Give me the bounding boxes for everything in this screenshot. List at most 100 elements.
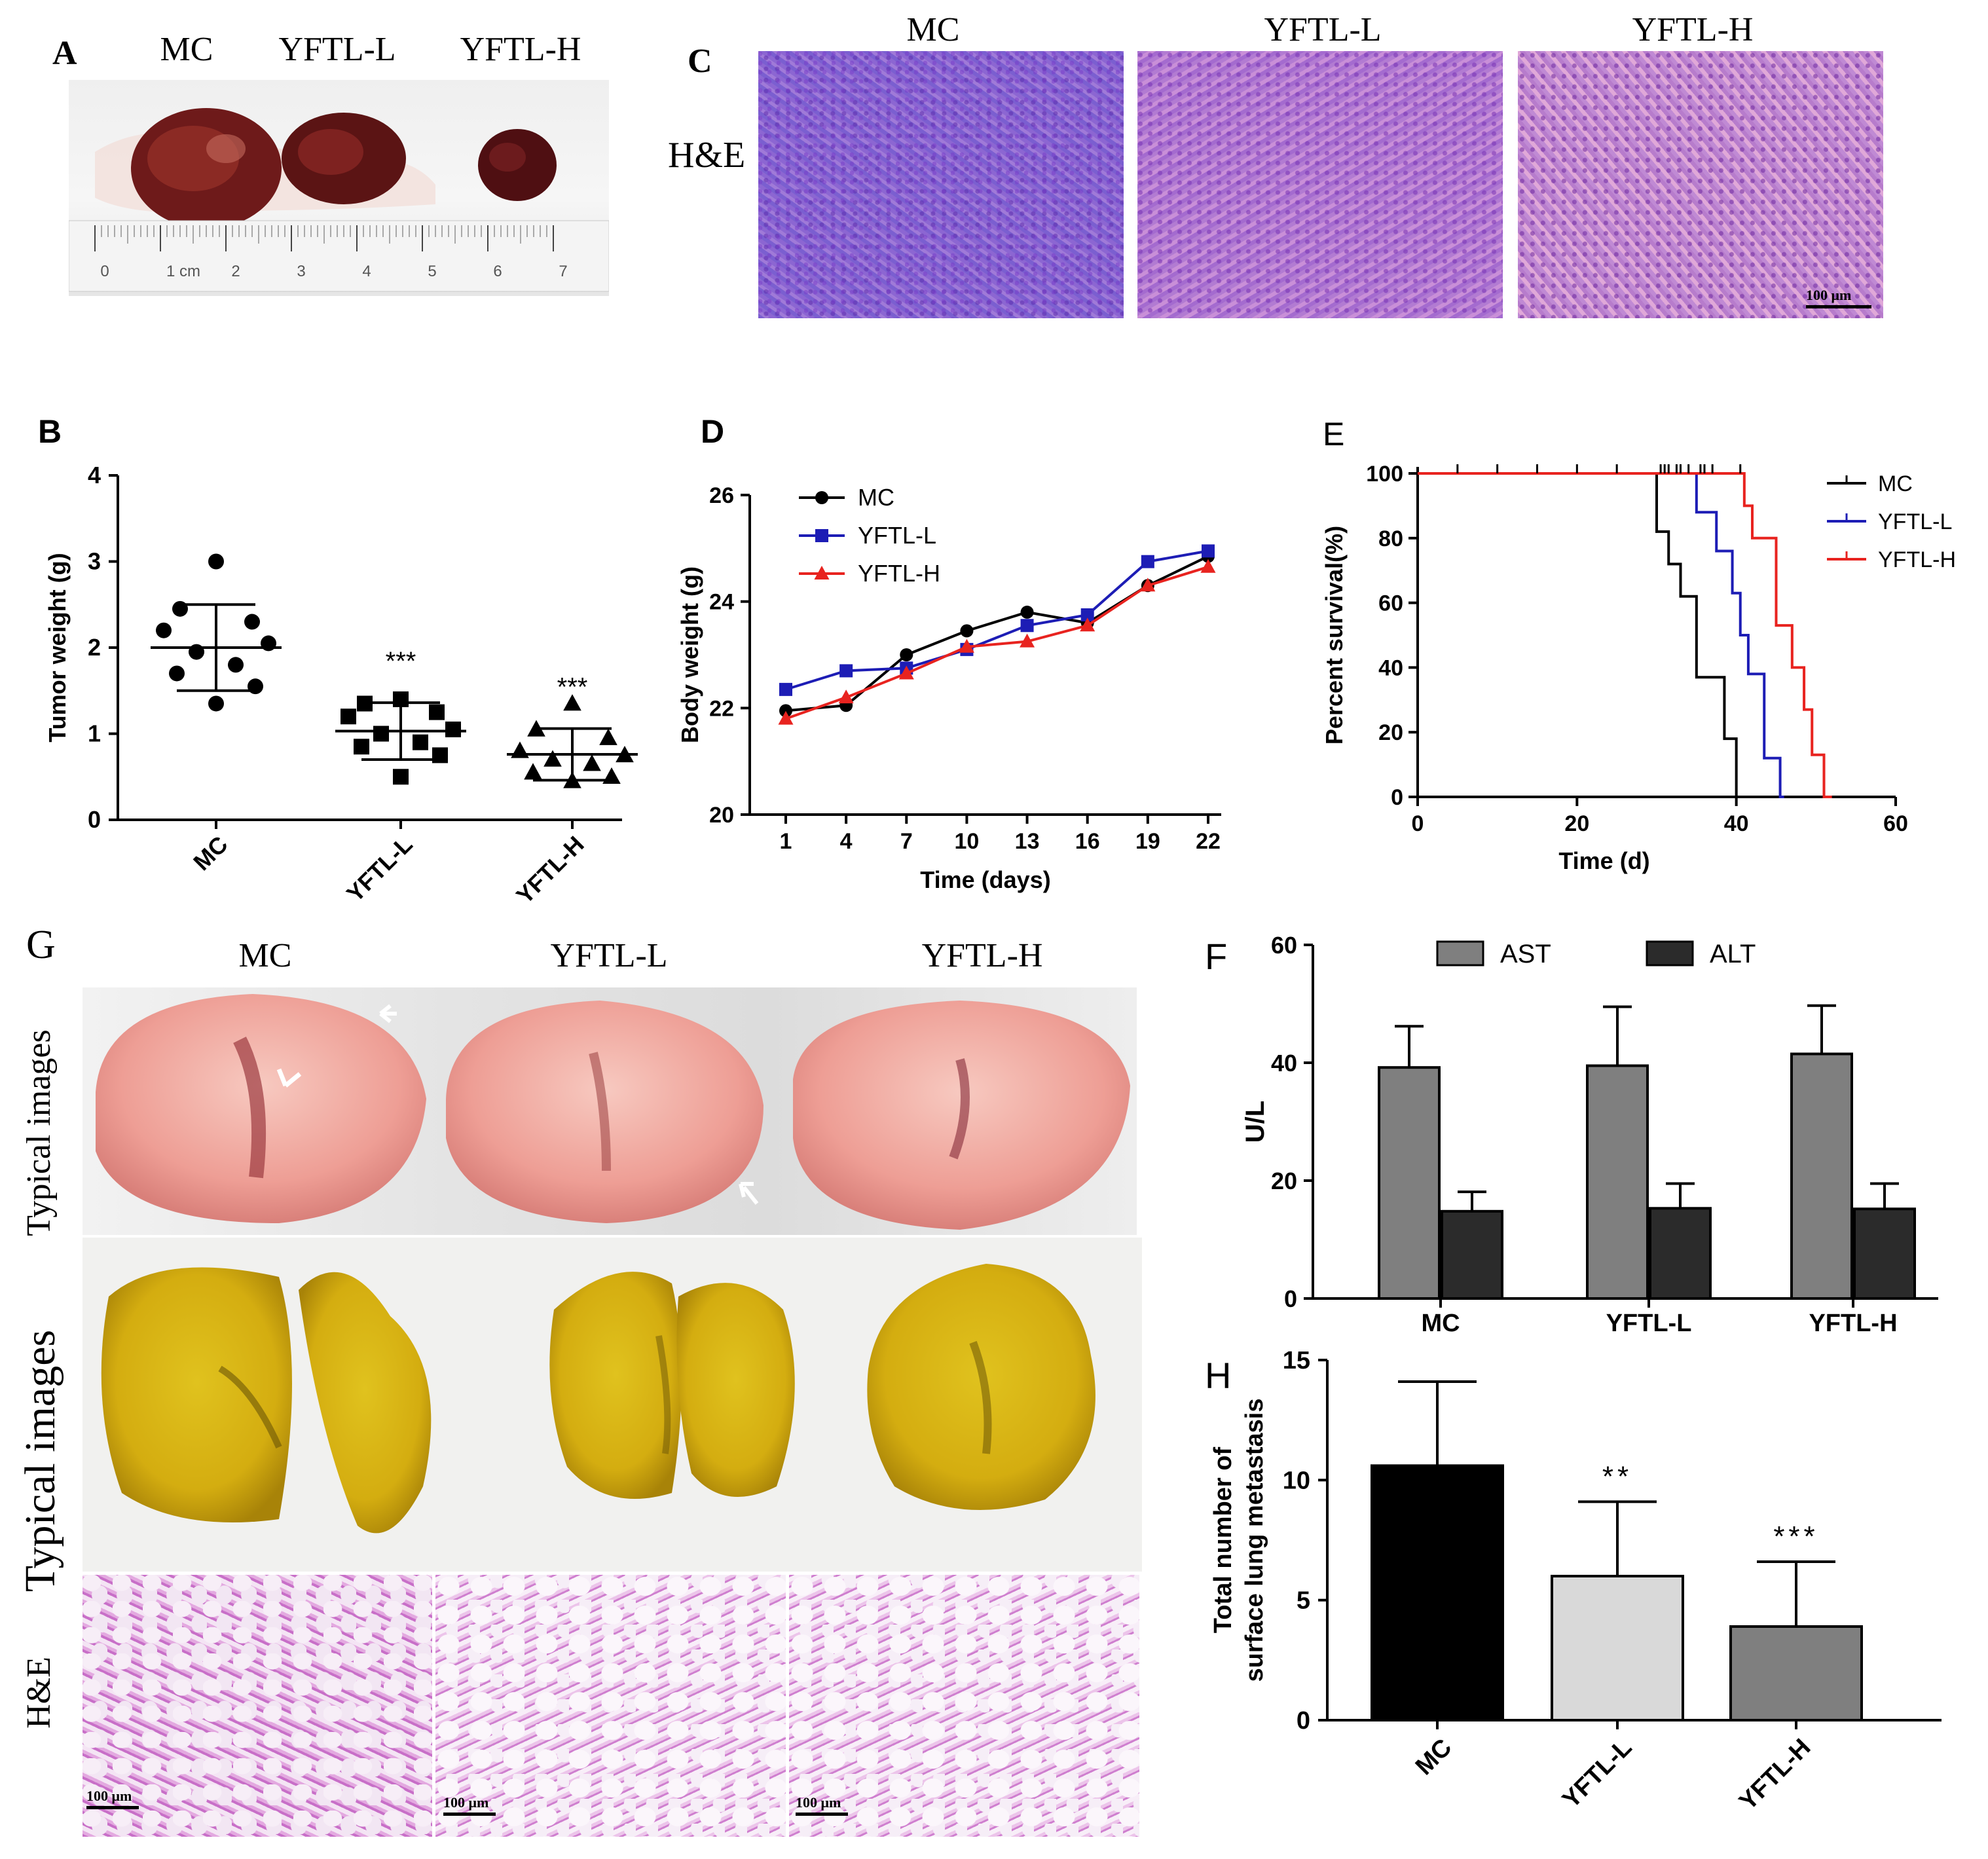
he-lung-mc-scale-text: 100 μm <box>86 1788 132 1804</box>
f-legend-swatch <box>1436 940 1484 966</box>
panel-g-group-mc: MC <box>238 937 292 974</box>
panel-f-label: F <box>1205 936 1227 977</box>
b-point <box>228 657 244 673</box>
h-y-axis-title: Total number of <box>1209 1447 1237 1634</box>
e-survival-curve <box>1418 472 1744 798</box>
he-lung-yftl-l-scale-line <box>443 1813 496 1816</box>
panel-b-chart: B 0 1 2 3 4 Tumor weight (g) MC YFTL-L *** YFTL-H… <box>38 413 638 909</box>
panel-e-label: E <box>1323 416 1344 452</box>
b-point <box>189 644 204 660</box>
he-lung-yftl-h-scale-bar: 100 μm <box>796 1794 848 1816</box>
d-point <box>900 648 913 661</box>
panel-a-group-mc: MC <box>160 31 213 68</box>
panel-c-group-yftl-h: YFTL-H <box>1632 11 1754 48</box>
he-tumor-yftl-h: 100 μm <box>1518 51 1883 318</box>
he-lung-yftl-l-scale-bar: 100 μm <box>443 1794 496 1816</box>
d-point <box>1080 617 1095 632</box>
f-xtick-label: YFTL-H <box>1809 1310 1897 1337</box>
panel-a-group-yftl-l: YFTL-L <box>278 31 396 68</box>
ruler-tick-5: 5 <box>428 263 436 280</box>
d-ytick-label: 22 <box>709 696 734 721</box>
he-tumor-scale-bar: 100 μm <box>1806 287 1871 308</box>
d-point <box>1080 608 1094 621</box>
d-point <box>779 704 792 718</box>
d-y-axis-title: Body weight (g) <box>676 566 703 743</box>
f-bar <box>1441 1209 1503 1300</box>
panel-c-group-mc: MC <box>906 11 960 48</box>
b-point <box>244 614 260 630</box>
f-ytick-label: 20 <box>1271 1168 1297 1194</box>
d-xtick-label: 7 <box>900 829 913 854</box>
d-point <box>1200 559 1216 573</box>
ruler <box>69 220 609 292</box>
d-series-line <box>785 555 1209 712</box>
panel-a-group-yftl-h: YFTL-H <box>460 31 581 68</box>
b-point <box>248 678 263 695</box>
ruler-tick-4: 4 <box>362 263 371 280</box>
f-xtick-label: MC <box>1421 1310 1460 1337</box>
he-lung-mc: 100 μm <box>83 1575 432 1837</box>
b-point <box>156 622 172 638</box>
d-ytick-label: 26 <box>709 483 734 508</box>
panel-g-group-yftl-l: YFTL-L <box>550 937 668 974</box>
h-bar <box>1729 1625 1863 1721</box>
h-significance: ** <box>1602 1460 1632 1492</box>
h-ytick-label: 5 <box>1297 1587 1310 1615</box>
lung-fixed-mc-right <box>299 1272 432 1534</box>
e-ytick-label: 80 <box>1378 526 1403 551</box>
panel-g-row2-label: Typical images <box>16 1329 64 1592</box>
lung-photo-row <box>83 987 1137 1235</box>
e-ytick-label: 0 <box>1391 785 1403 810</box>
d-point <box>778 710 794 725</box>
f-ytick-label: 0 <box>1284 1285 1297 1312</box>
b-ytick-label: 3 <box>88 548 101 575</box>
d-legend-label: MC <box>858 484 894 511</box>
he-lung-mc-scale-bar: 100 μm <box>86 1788 139 1809</box>
h-y-axis-title: surface lung metastasis <box>1241 1399 1268 1682</box>
he-lung-yftl-h: 100 μm <box>789 1575 1139 1837</box>
panel-b-label: B <box>38 413 62 450</box>
b-point <box>599 728 617 745</box>
f-xtick-label: YFTL-L <box>1606 1310 1692 1337</box>
panel-d-label: D <box>701 413 724 450</box>
lung-fixed-row <box>83 1238 1142 1572</box>
e-survival-curve <box>1418 472 1832 798</box>
he-lung-yftl-h-scale-text: 100 μm <box>796 1794 841 1811</box>
panel-c-label: C <box>688 43 712 80</box>
h-ytick-label: 15 <box>1283 1347 1310 1374</box>
lung-photo-row-drawing <box>96 994 1130 1230</box>
d-xtick-label: 10 <box>955 829 980 854</box>
b-significance: *** <box>386 647 416 676</box>
panel-g-row1-label: Typical images <box>20 1029 58 1236</box>
ruler-tick-3: 3 <box>297 263 305 280</box>
d-x-axis-title: Time (days) <box>920 866 1050 893</box>
b-point <box>563 694 581 711</box>
lung-fixed-yftl-l-right <box>676 1283 795 1497</box>
b-point <box>527 720 545 737</box>
b-ytick-label: 4 <box>88 462 101 488</box>
d-ytick-label: 20 <box>709 803 734 828</box>
b-point <box>563 771 581 788</box>
b-point <box>169 665 185 682</box>
d-xtick-label: 22 <box>1196 829 1221 854</box>
h-xtick-label: MC <box>1410 1734 1457 1780</box>
d-legend-marker <box>814 566 830 580</box>
e-y-axis-title: Percent survival(%) <box>1321 526 1348 745</box>
b-point <box>393 769 409 785</box>
d-point <box>1202 544 1215 558</box>
f-ytick-label: 60 <box>1271 932 1297 959</box>
panel-h-label: H <box>1205 1355 1231 1396</box>
b-point <box>393 691 409 707</box>
d-point <box>1020 619 1034 633</box>
b-point <box>616 745 634 763</box>
b-xtick-label: YFTL-H <box>511 831 589 909</box>
d-point <box>1020 633 1035 648</box>
e-legend-label: YFTL-L <box>1878 509 1952 534</box>
lung-fixed-mc-left <box>101 1267 292 1522</box>
d-xtick-label: 16 <box>1075 829 1100 854</box>
e-ytick-label: 20 <box>1378 720 1403 745</box>
d-point <box>898 665 914 680</box>
d-point <box>960 624 974 638</box>
b-xtick-label: YFTL-L <box>341 831 418 908</box>
e-xtick-label: 20 <box>1564 811 1589 836</box>
